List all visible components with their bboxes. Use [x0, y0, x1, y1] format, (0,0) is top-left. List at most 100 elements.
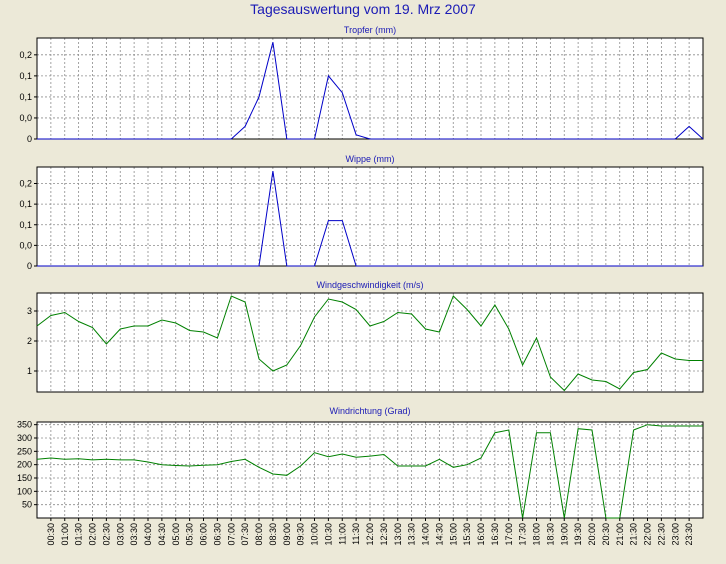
x-tick-label: 14:00 — [421, 523, 431, 546]
data-point — [411, 465, 412, 466]
y-tick-label: 50 — [22, 500, 32, 510]
data-point — [92, 138, 93, 139]
x-tick-label: 16:00 — [476, 523, 486, 546]
y-tick-label: 100 — [17, 486, 32, 496]
y-tick-label: 0 — [27, 261, 32, 271]
x-tick-label: 13:30 — [407, 523, 417, 546]
data-point — [36, 265, 37, 266]
data-point — [508, 138, 509, 139]
data-point — [106, 138, 107, 139]
x-tick-label: 12:30 — [379, 523, 389, 546]
data-point — [702, 265, 703, 266]
data-point — [397, 312, 398, 313]
data-point — [536, 337, 537, 338]
data-point — [439, 265, 440, 266]
data-point — [258, 358, 259, 359]
x-tick-label: 15:30 — [462, 523, 472, 546]
data-point — [286, 265, 287, 266]
data-point — [397, 465, 398, 466]
data-point — [106, 459, 107, 460]
x-tick-label: 07:30 — [240, 523, 250, 546]
data-point — [36, 138, 37, 139]
data-point — [314, 265, 315, 266]
data-point — [369, 456, 370, 457]
y-tick-label: 200 — [17, 460, 32, 470]
data-point — [661, 352, 662, 353]
x-tick-label: 06:00 — [199, 523, 209, 546]
data-point — [50, 315, 51, 316]
x-tick-label: 00:30 — [46, 523, 56, 546]
x-tick-label: 23:00 — [670, 523, 680, 546]
data-point — [675, 138, 676, 139]
x-tick-label: 20:00 — [587, 523, 597, 546]
data-point — [480, 325, 481, 326]
data-point — [342, 301, 343, 302]
data-point — [369, 265, 370, 266]
data-point — [550, 265, 551, 266]
data-point — [78, 321, 79, 322]
data-point — [161, 265, 162, 266]
data-point — [578, 138, 579, 139]
panel-title: Windgeschwindigkeit (m/s) — [316, 280, 423, 290]
data-point — [480, 265, 481, 266]
x-tick-label: 02:00 — [88, 523, 98, 546]
data-point — [78, 138, 79, 139]
data-point — [508, 429, 509, 430]
data-point — [50, 265, 51, 266]
data-point — [522, 364, 523, 365]
data-point — [425, 328, 426, 329]
x-tick-label: 01:00 — [60, 523, 70, 546]
data-point — [92, 459, 93, 460]
data-point — [550, 432, 551, 433]
data-point — [467, 464, 468, 465]
data-point — [203, 265, 204, 266]
data-point — [189, 265, 190, 266]
x-tick-label: 19:00 — [559, 523, 569, 546]
data-point — [439, 331, 440, 332]
x-tick-label: 10:00 — [310, 523, 320, 546]
panel-title: Windrichtung (Grad) — [329, 406, 410, 416]
x-tick-label: 10:30 — [323, 523, 333, 546]
y-tick-label: 150 — [17, 473, 32, 483]
x-tick-label: 18:30 — [545, 523, 555, 546]
y-tick-label: 0,2 — [19, 50, 32, 60]
data-point — [64, 459, 65, 460]
y-tick-label: 0 — [27, 134, 32, 144]
data-point — [702, 360, 703, 361]
data-point — [439, 138, 440, 139]
data-point — [147, 138, 148, 139]
data-point — [633, 265, 634, 266]
data-point — [231, 138, 232, 139]
x-tick-label: 04:30 — [157, 523, 167, 546]
data-point — [619, 265, 620, 266]
data-point — [342, 92, 343, 93]
x-tick-label: 18:00 — [532, 523, 542, 546]
x-tick-label: 11:00 — [337, 523, 347, 545]
series-line — [36, 295, 703, 392]
data-point — [425, 465, 426, 466]
data-point — [397, 138, 398, 139]
data-point — [383, 138, 384, 139]
x-tick-label: 09:30 — [296, 523, 306, 546]
data-point — [467, 309, 468, 310]
data-point — [647, 424, 648, 425]
data-point — [633, 429, 634, 430]
x-tick-label: 01:30 — [74, 523, 84, 546]
x-tick-label: 19:30 — [573, 523, 583, 546]
data-point — [550, 376, 551, 377]
data-point — [300, 265, 301, 266]
data-point — [314, 316, 315, 317]
x-tick-label: 04:00 — [143, 523, 153, 546]
data-point — [564, 390, 565, 391]
data-point — [120, 459, 121, 460]
x-tick-label: 03:00 — [115, 523, 125, 546]
data-point — [647, 138, 648, 139]
data-point — [300, 465, 301, 466]
data-point — [591, 379, 592, 380]
data-point — [342, 453, 343, 454]
x-tick-label: 11:30 — [351, 523, 361, 545]
data-point — [633, 138, 634, 139]
data-point — [675, 358, 676, 359]
data-point — [161, 464, 162, 465]
data-point — [92, 265, 93, 266]
